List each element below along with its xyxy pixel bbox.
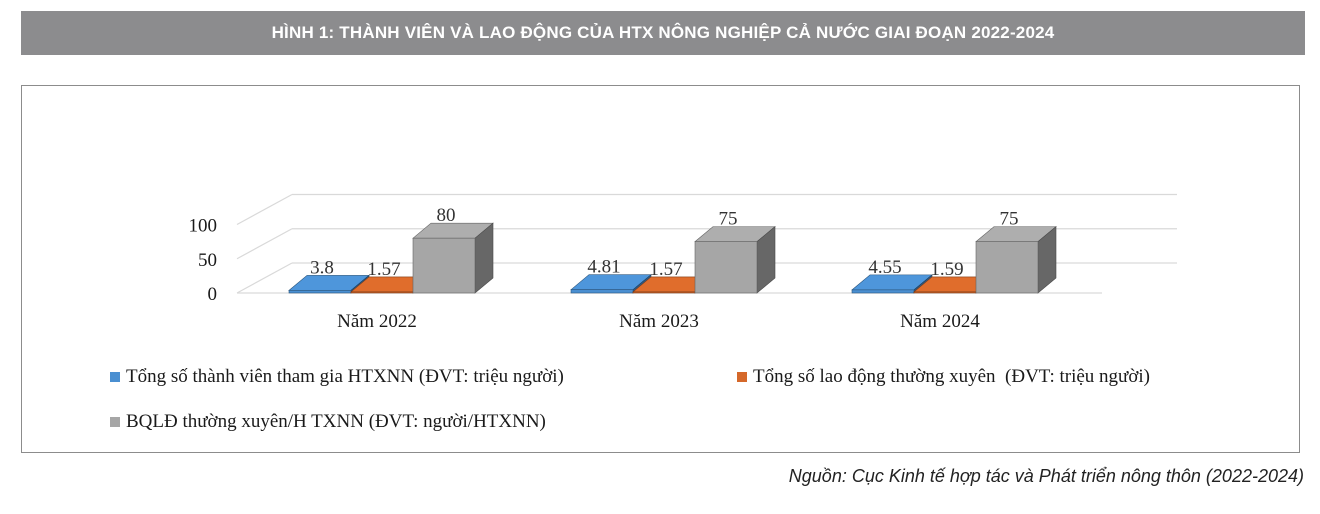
bar xyxy=(632,291,696,294)
figure-title: HÌNH 1: THÀNH VIÊN VÀ LAO ĐỘNG CỦA HTX N… xyxy=(21,11,1305,55)
bar xyxy=(913,291,977,294)
data-label: 75 xyxy=(719,209,738,230)
legend-item-members: Tổng số thành viên tham gia HTXNN (ĐVT: … xyxy=(110,366,564,388)
bar-chart-3d: 0 50 100 3.8 1.57 80 Năm 2022 4.81 1.57 75 Năm 202… xyxy=(189,193,1177,332)
x-tick-label: Năm 2023 xyxy=(619,311,699,332)
data-label: 3.8 xyxy=(310,257,334,278)
data-label: 1.57 xyxy=(367,259,400,280)
figure-source: Nguồn: Cục Kinh tế hợp tác và Phát triển… xyxy=(788,466,1304,486)
bar xyxy=(288,290,352,294)
bar xyxy=(694,241,758,294)
gridline-diag xyxy=(236,262,293,294)
bar xyxy=(350,291,414,294)
legend-label-workers: Tổng số lao động thường xuyên (ĐVT: triệ… xyxy=(753,366,1150,387)
bar xyxy=(412,237,476,294)
x-tick-label: Năm 2022 xyxy=(337,311,417,332)
legend-swatch-avg-workers xyxy=(110,417,120,427)
bar xyxy=(851,289,915,294)
legend-label-members: Tổng số thành viên tham gia HTXNN (ĐVT: … xyxy=(126,366,564,387)
legend-item-avg-workers: BQLĐ thường xuyên/H TXNN (ĐVT: người/HTX… xyxy=(110,411,546,433)
gridline-diag xyxy=(236,228,293,260)
data-label: 1.59 xyxy=(930,259,963,280)
bar xyxy=(975,241,1039,294)
y-tick-label: 50 xyxy=(198,250,217,271)
y-tick-label: 0 xyxy=(208,284,218,305)
legend-swatch-workers xyxy=(737,372,747,382)
legend-swatch-members xyxy=(110,372,120,382)
legend-label-avg-workers: BQLĐ thường xuyên/H TXNN (ĐVT: người/HTX… xyxy=(126,411,546,432)
gridline-diag xyxy=(236,193,293,226)
data-label: 80 xyxy=(437,205,456,226)
legend-item-workers: Tổng số lao động thường xuyên (ĐVT: triệ… xyxy=(737,366,1150,388)
data-label: 1.57 xyxy=(649,259,682,280)
data-label: 4.55 xyxy=(868,257,901,278)
chart-container: 0 50 100 3.8 1.57 80 Năm 2022 4.81 1.57 75 Năm 202… xyxy=(21,85,1300,453)
bar xyxy=(570,289,634,294)
y-tick-label: 100 xyxy=(189,216,218,237)
data-label: 4.81 xyxy=(587,257,620,278)
x-tick-label: Năm 2024 xyxy=(900,311,980,332)
data-label: 75 xyxy=(1000,209,1019,230)
